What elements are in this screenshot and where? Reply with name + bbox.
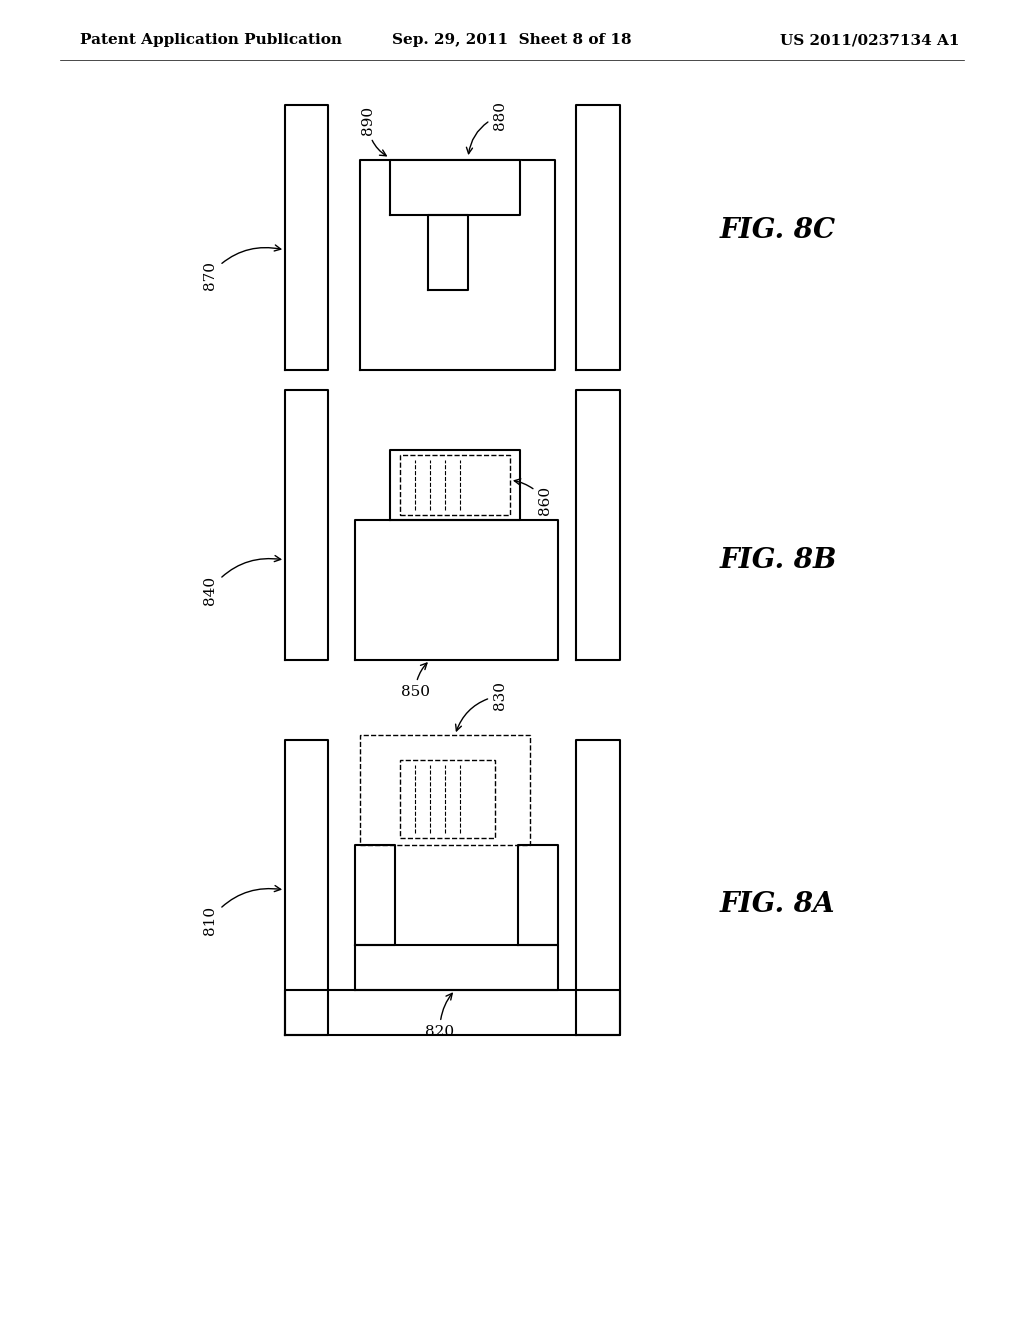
Text: US 2011/0237134 A1: US 2011/0237134 A1 bbox=[780, 33, 961, 48]
Polygon shape bbox=[355, 845, 395, 945]
Polygon shape bbox=[575, 106, 620, 370]
Bar bbox=[400, 455, 510, 515]
Polygon shape bbox=[390, 450, 520, 520]
Polygon shape bbox=[355, 520, 558, 660]
Polygon shape bbox=[285, 741, 328, 1035]
Bar bbox=[360, 735, 530, 845]
Text: 840: 840 bbox=[203, 556, 281, 605]
Text: 880: 880 bbox=[467, 102, 507, 153]
Text: Patent Application Publication: Patent Application Publication bbox=[80, 33, 342, 48]
Polygon shape bbox=[575, 741, 620, 1035]
Polygon shape bbox=[285, 990, 620, 1035]
Text: 810: 810 bbox=[203, 886, 281, 935]
Text: Sep. 29, 2011  Sheet 8 of 18: Sep. 29, 2011 Sheet 8 of 18 bbox=[392, 33, 632, 48]
Polygon shape bbox=[575, 389, 620, 660]
Text: 850: 850 bbox=[400, 663, 429, 700]
Polygon shape bbox=[360, 160, 555, 370]
Text: FIG. 8A: FIG. 8A bbox=[720, 891, 836, 919]
Text: 820: 820 bbox=[425, 994, 455, 1039]
Text: FIG. 8C: FIG. 8C bbox=[720, 216, 837, 243]
Polygon shape bbox=[390, 160, 520, 215]
Text: FIG. 8B: FIG. 8B bbox=[720, 546, 838, 573]
Text: 870: 870 bbox=[203, 246, 281, 289]
Polygon shape bbox=[285, 106, 328, 370]
Bar bbox=[400, 760, 495, 838]
Polygon shape bbox=[518, 845, 558, 945]
Polygon shape bbox=[355, 945, 558, 990]
Polygon shape bbox=[285, 389, 328, 660]
Polygon shape bbox=[428, 215, 468, 290]
Text: 860: 860 bbox=[514, 479, 552, 515]
Text: 890: 890 bbox=[361, 106, 386, 156]
Text: 830: 830 bbox=[456, 681, 507, 731]
